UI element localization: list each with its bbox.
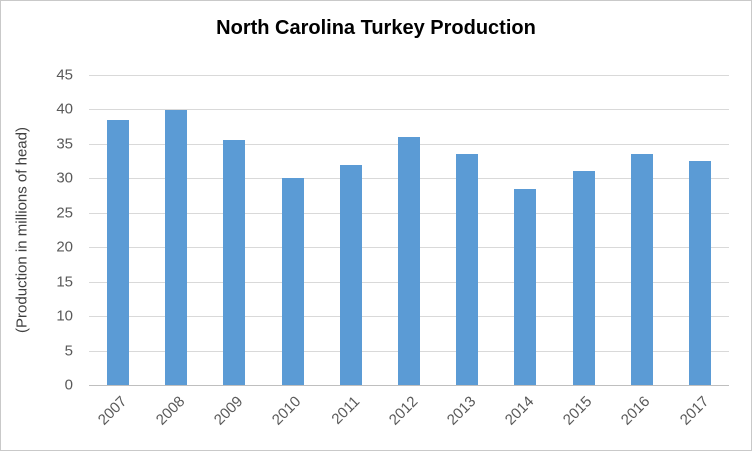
x-tick-label: 2014 (501, 393, 538, 429)
bar-2014 (514, 188, 537, 385)
x-label-slot: 2016 (613, 385, 671, 445)
y-axis-title: (Production in millions of head) (13, 127, 31, 333)
bar-slot (147, 75, 205, 385)
bar-slot (555, 75, 613, 385)
y-tick-label: 15 (56, 273, 73, 291)
y-tick-label: 45 (56, 66, 73, 84)
bar-slot (438, 75, 496, 385)
x-axis-line (89, 385, 729, 386)
x-tick-label: 2007 (94, 393, 131, 429)
bar-2015 (572, 171, 595, 385)
x-axis-tick-labels: 2007 2008 2009 2010 2011 2012 2013 2014 2015 2016… (89, 385, 729, 445)
x-tick-label: 2009 (210, 393, 247, 429)
x-label-slot: 2013 (438, 385, 496, 445)
x-tick-label: 2017 (676, 393, 712, 429)
x-tick-label: 2008 (152, 393, 189, 429)
bar-series (89, 75, 729, 385)
bar-slot (671, 75, 729, 385)
bar-2010 (281, 178, 304, 385)
y-axis-tick-labels: 0 5 10 15 20 25 30 35 40 45 (41, 67, 81, 394)
bar-2017 (688, 161, 711, 385)
y-tick-label: 35 (56, 135, 73, 153)
bar-2012 (398, 137, 421, 385)
x-label-slot: 2008 (147, 385, 205, 445)
y-tick-label: 10 (56, 307, 73, 325)
y-tick-label: 25 (56, 204, 73, 222)
gridline (89, 75, 729, 76)
x-tick-label: 2011 (328, 393, 363, 428)
bar-slot (380, 75, 438, 385)
bar-slot (205, 75, 263, 385)
bar-slot (264, 75, 322, 385)
x-label-slot: 2009 (205, 385, 263, 445)
x-tick-label: 2010 (269, 393, 305, 429)
chart-title: North Carolina Turkey Production (216, 17, 536, 39)
x-label-slot: 2017 (671, 385, 729, 445)
x-tick-label: 2013 (443, 393, 480, 429)
x-tick-label: 2012 (385, 393, 422, 429)
x-label-slot: 2012 (380, 385, 438, 445)
bar-2013 (456, 154, 479, 385)
x-label-slot: 2014 (496, 385, 554, 445)
x-label-slot: 2011 (322, 385, 380, 445)
y-tick-label: 30 (56, 169, 73, 187)
bar-2011 (339, 164, 362, 385)
bar-2016 (630, 154, 653, 385)
x-label-slot: 2015 (555, 385, 613, 445)
gridline (89, 109, 729, 111)
bar-slot (613, 75, 671, 385)
bar-2008 (165, 110, 188, 385)
y-tick-label: 5 (64, 342, 73, 360)
y-tick-label: 20 (56, 238, 73, 256)
x-tick-label: 2016 (618, 393, 654, 429)
bar-2007 (107, 119, 130, 385)
x-label-slot: 2010 (264, 385, 322, 445)
bar-slot (89, 75, 147, 385)
x-label-slot: 2007 (89, 385, 147, 445)
y-tick-label: 0 (64, 376, 73, 394)
plot-area (89, 75, 729, 386)
y-tick-label: 40 (56, 100, 73, 118)
x-tick-label: 2015 (559, 393, 596, 429)
bar-slot (322, 75, 380, 385)
bar-slot (496, 75, 554, 385)
bar-2009 (223, 140, 246, 385)
